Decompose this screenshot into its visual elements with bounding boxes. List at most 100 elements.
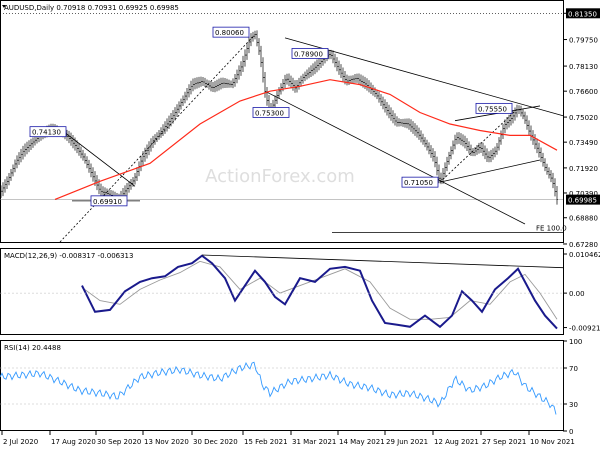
x-tick-label: 12 Aug 2021 [434,438,479,446]
price-bar [104,187,106,198]
price-bar [364,76,366,90]
price-bar [12,164,14,177]
svg-text:0.80060: 0.80060 [215,29,244,37]
price-bar [72,134,74,149]
price-bar [398,118,400,127]
price-bar [262,57,264,83]
price-bar [476,144,478,155]
price-bar [388,104,390,119]
rsi-title: RSI(14) 20.4488 [4,344,61,352]
price-bar [366,78,368,91]
price-tick-label: 0.76600 [569,88,598,96]
price-bar [182,95,184,107]
price-bar [534,134,536,150]
price-bar [382,96,384,110]
price-bar [454,134,456,150]
price-bar [128,180,130,193]
fe-label: FE 100.0 [536,224,567,232]
price-bar [494,146,496,158]
price-bar [236,69,238,84]
ma-series-line [54,79,558,200]
price-bar [420,130,422,143]
price-bar [552,172,554,189]
price-bar [172,110,174,124]
price-bar [84,153,86,164]
price-bar [330,49,332,60]
price-bar [14,159,16,173]
x-tick-label: 10 Nov 2021 [530,438,575,446]
price-bar [318,57,320,71]
price-bar [144,147,146,162]
price-bar [522,109,524,120]
price-bar [294,80,296,93]
price-bar [448,151,450,165]
price-bar [464,135,466,149]
price-bar [168,115,170,129]
price-bar [32,137,34,148]
price-bar [244,49,246,67]
svg-text:0.75550: 0.75550 [478,105,507,113]
price-y-axis: 0.81350 0.79750 0.78130 0.76600 0.75020 0.734… [563,8,600,249]
price-bar [478,142,480,154]
price-bar [206,79,208,88]
price-bar [472,148,474,157]
price-bar [400,119,402,127]
price-bar [380,94,382,106]
price-bar [480,142,482,153]
price-bar [488,151,490,163]
price-bar [230,80,232,88]
price-bar [130,178,132,190]
rsi-tick-label: 100 [569,338,582,346]
rsi-tick-label: 30 [569,401,578,409]
price-bar [302,73,304,84]
price-bar [440,172,442,185]
price-bar [438,164,440,184]
price-bar [142,151,144,166]
macd-trend-line [201,254,564,269]
price-panel [0,0,564,243]
price-bar [314,61,316,75]
price-bar [8,172,10,186]
svg-text:0.69910: 0.69910 [93,198,122,206]
price-bar [162,124,164,136]
price-bar [148,141,150,156]
price-tick-label: 0.79750 [569,37,598,45]
price-bar [466,138,468,151]
price-bar [256,30,258,47]
price-bar [200,76,202,87]
price-annotations: 0.80060 0.78900 0.75300 0.74130 0.75550 0.710… [29,26,513,207]
price-bar [540,147,542,163]
price-bar [286,73,288,85]
price-bar [378,91,380,103]
price-bar [304,71,306,82]
price-bar [424,137,426,148]
chevron-down-icon [2,5,6,8]
price-bar [436,156,438,176]
price-bar [6,176,8,189]
price-bar [134,173,136,185]
price-bar [164,121,166,134]
price-bar [190,80,192,95]
svg-text:0.78900: 0.78900 [294,50,323,58]
price-bar [150,138,152,152]
price-level-tag: 0.78900 [291,48,329,59]
price-bar [456,132,458,145]
price-bar [242,55,244,72]
price-bar [20,148,22,163]
price-bar [212,82,214,92]
price-bar [292,77,294,91]
price-bar [470,144,472,156]
price-bar [232,78,234,89]
price-bar [446,156,448,172]
price-bar [414,123,416,136]
price-bar [372,84,374,96]
macd-plot [0,254,564,330]
svg-text:0.74130: 0.74130 [32,129,61,137]
price-bar [376,89,378,100]
price-bar [284,74,286,88]
rsi-tick-label: 0 [569,428,573,436]
price-bar [548,167,550,179]
price-bar [88,159,90,173]
svg-text:0.75300: 0.75300 [255,109,284,117]
